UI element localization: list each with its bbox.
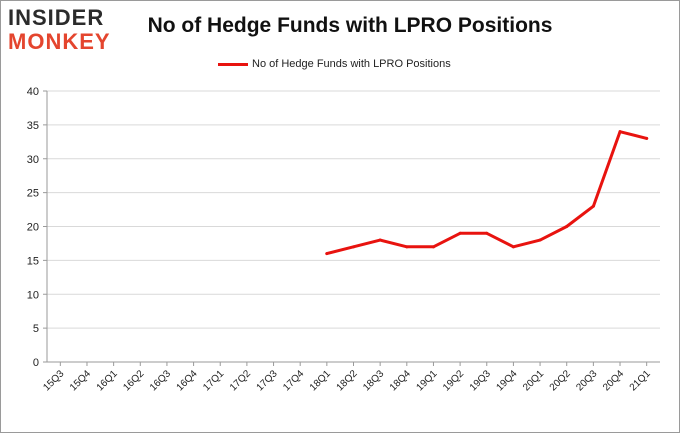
legend-swatch <box>218 62 248 66</box>
x-tick-label: 18Q4 <box>388 368 413 393</box>
y-tick-label: 35 <box>27 120 39 132</box>
data-point <box>485 231 489 235</box>
legend: No of Hedge Funds with LPRO Positions <box>218 56 451 72</box>
data-point <box>511 245 515 249</box>
x-tick-label: 19Q1 <box>414 368 439 393</box>
chart-title: No of Hedge Funds with LPRO Positions <box>147 14 553 37</box>
y-tick-label: 30 <box>27 154 39 166</box>
x-tick-label: 16Q1 <box>95 368 120 393</box>
x-tick-label: 17Q2 <box>228 368 253 393</box>
logo-text-bottom: MONKEY <box>8 29 111 54</box>
y-tick-label: 5 <box>33 323 39 335</box>
data-point <box>405 245 409 249</box>
x-tick-label: 17Q3 <box>255 368 280 393</box>
x-tick-label: 16Q3 <box>148 368 173 393</box>
x-tick-label: 18Q2 <box>335 368 360 393</box>
x-tick-label: 17Q1 <box>201 368 226 393</box>
x-tick-label: 20Q1 <box>521 368 546 393</box>
data-point <box>591 204 595 208</box>
data-point <box>645 136 649 140</box>
x-tick-label: 20Q2 <box>548 368 573 393</box>
data-point <box>325 252 329 256</box>
data-point <box>458 231 462 235</box>
legend-label: No of Hedge Funds with LPRO Positions <box>252 58 451 70</box>
data-point <box>538 238 542 242</box>
axes <box>43 90 660 366</box>
x-tick-label: 17Q4 <box>281 368 306 393</box>
x-tick-label: 20Q3 <box>574 368 599 393</box>
x-tick-label: 21Q1 <box>628 368 653 393</box>
logo-text-top: INSIDER <box>8 5 105 30</box>
data-point <box>352 245 355 249</box>
y-tick-label: 40 <box>27 86 39 98</box>
x-tick-label: 20Q4 <box>601 368 626 393</box>
x-tick-label: 19Q2 <box>441 368 466 393</box>
x-tick-label: 15Q3 <box>41 368 66 393</box>
y-tick-label: 20 <box>27 222 39 234</box>
insider-monkey-logo: INSIDER MONKEY <box>8 6 128 56</box>
y-tick-label: 0 <box>33 357 39 369</box>
x-tick-label: 19Q3 <box>468 368 493 393</box>
x-tick-labels: 15Q3 15Q4 16Q1 16Q2 16Q3 16Q4 17Q1 17Q2 17Q3 17Q4… <box>41 368 653 393</box>
y-tick-label: 25 <box>27 188 39 200</box>
series-group <box>325 130 649 256</box>
data-point <box>431 245 435 249</box>
y-tick-labels: 0 5 10 15 20 25 30 35 40 <box>27 86 39 369</box>
data-point <box>618 130 622 134</box>
data-point <box>378 238 382 242</box>
x-tick-label: 18Q1 <box>308 368 333 393</box>
grid-lines <box>47 90 660 329</box>
x-tick-label: 15Q4 <box>68 368 93 393</box>
x-tick-label: 16Q4 <box>175 368 200 393</box>
x-tick-label: 18Q3 <box>361 368 386 393</box>
data-point <box>565 225 569 228</box>
y-tick-label: 15 <box>27 255 39 267</box>
y-tick-label: 10 <box>27 289 39 301</box>
x-tick-label: 16Q2 <box>121 368 146 393</box>
x-tick-label: 19Q4 <box>494 368 519 393</box>
